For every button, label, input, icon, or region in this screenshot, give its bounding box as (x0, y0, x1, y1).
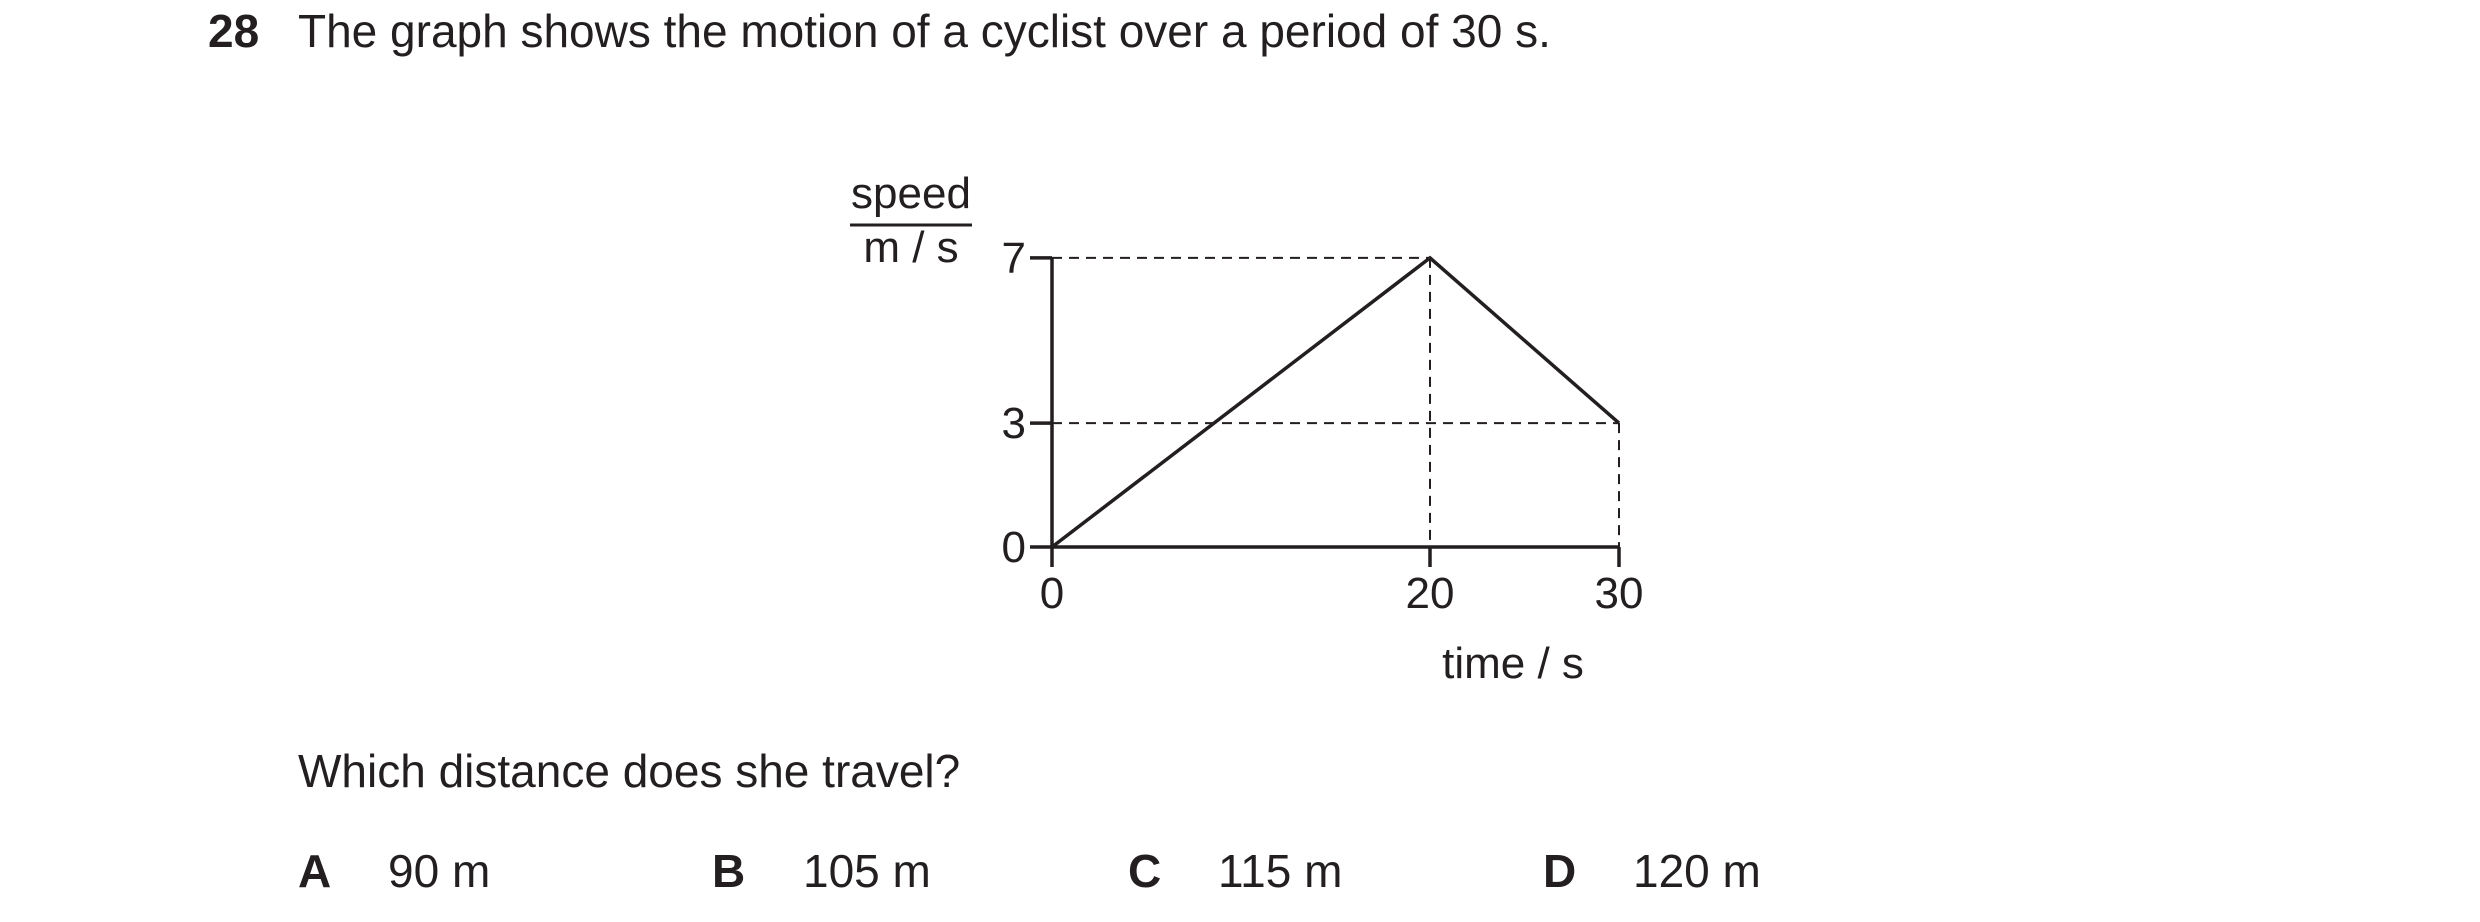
y-axis-label-numerator: speed (851, 169, 971, 218)
axes (1050, 257, 1619, 549)
x-axis-label: time / s (1442, 639, 1584, 688)
ticks: 0 3 7 0 20 30 (1002, 234, 1644, 618)
data-point-2 (1618, 422, 1620, 424)
data-point-0 (1051, 546, 1053, 548)
y-tick-label-0: 0 (1002, 523, 1026, 572)
axis-labels: speed m / s time / s (850, 169, 1584, 688)
y-tick-label-7: 7 (1002, 234, 1026, 283)
y-tick-label-3: 3 (1002, 399, 1026, 448)
option-b-letter: B (712, 845, 746, 897)
dashed-guides (1052, 256, 1620, 547)
option-b-value: 105 m (803, 845, 931, 897)
question-prompt: Which distance does she travel? (298, 745, 961, 797)
option-d-letter: D (1543, 845, 1577, 897)
question-number: 28 (208, 5, 260, 57)
x-tick-label-0: 0 (1040, 569, 1064, 618)
series (1050, 255, 1621, 549)
y-axis-label-denominator: m / s (863, 223, 958, 272)
speed-time-graph: 0 3 7 0 20 30 speed m / s time / s (850, 169, 1644, 688)
option-c-value: 115 m (1218, 845, 1343, 897)
x-tick-label-30: 30 (1595, 569, 1644, 618)
option-d-value: 120 m (1633, 845, 1761, 897)
speed-line (1050, 255, 1621, 549)
option-c-letter: C (1128, 845, 1162, 897)
question-text: The graph shows the motion of a cyclist … (298, 5, 1551, 57)
option-a-value: 90 m (388, 845, 491, 897)
option-a-letter: A (298, 845, 332, 897)
x-tick-label-20: 20 (1406, 569, 1455, 618)
data-point-1 (1429, 257, 1431, 259)
